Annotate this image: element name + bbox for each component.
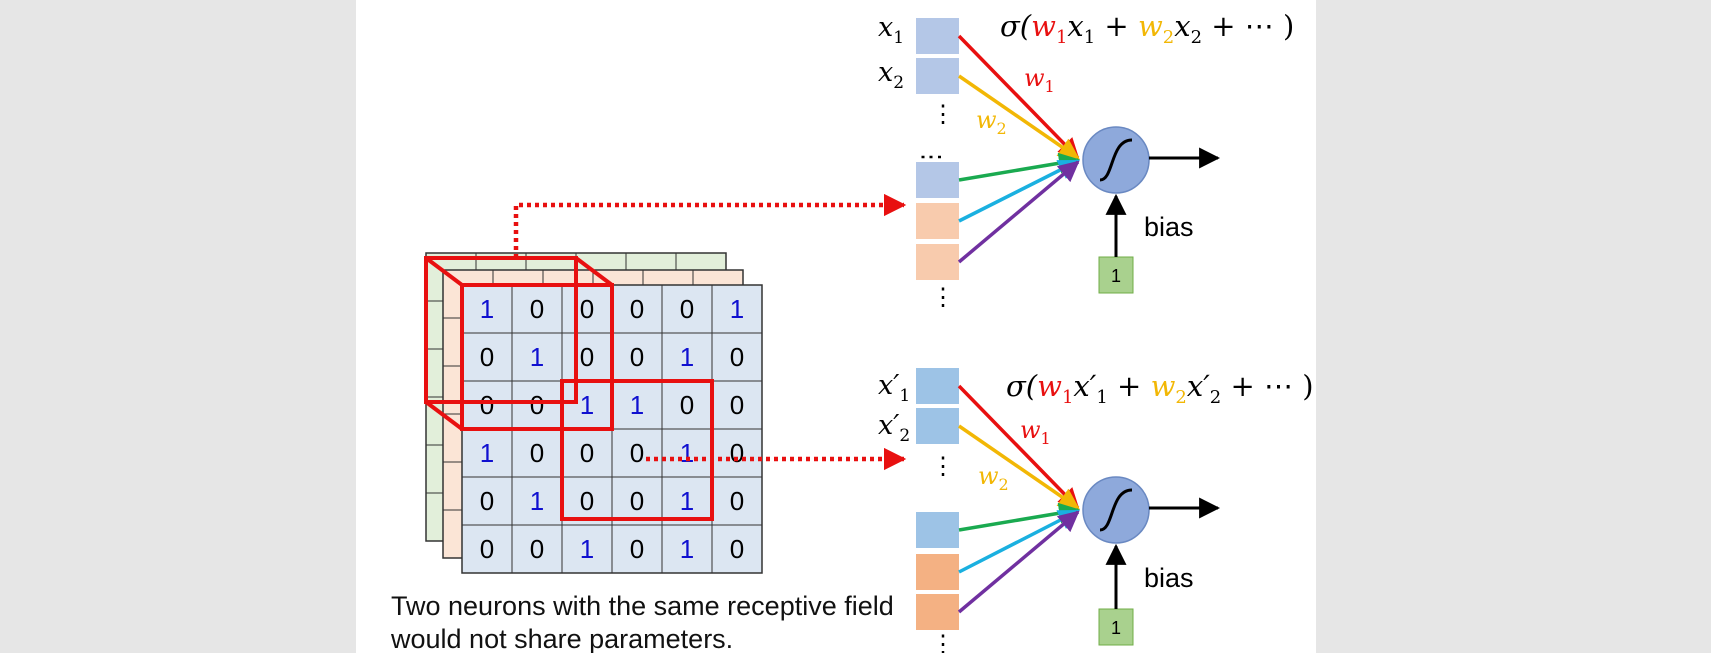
image-grid: 1 0 0 0 0 1 0 1 0 0 1 0 0 0 1 1 0 0 1 0 0 0 1 0 0 1 0 0 1 0 0 0 1 0 1 0 xyxy=(461,284,763,574)
grid-cell-value: 1 xyxy=(580,390,594,420)
grid-cell-value: 0 xyxy=(630,438,644,468)
grid-cell-value: 0 xyxy=(530,438,544,468)
weight-label-w1: w1 xyxy=(1020,416,1051,448)
grid-cell-value: 0 xyxy=(530,390,544,420)
input-box-4 xyxy=(916,554,959,590)
grid-cell-value: 0 xyxy=(730,342,744,372)
grid-cell-value: 0 xyxy=(580,486,594,516)
neuron-bottom xyxy=(1082,476,1150,544)
grid-cell-value: 0 xyxy=(680,390,694,420)
sigmoid-icon xyxy=(1099,138,1133,182)
receptive-field-diagram: x1 x2 ⋮ ⋮ ⋮ w1 w2 1 bias σ(w1x1 + w2x2 +… xyxy=(424,9,1314,653)
input-box-1 xyxy=(916,18,959,54)
ellipsis-dots: ⋮ xyxy=(931,101,955,128)
input-box-1 xyxy=(916,368,959,404)
weight-label-w2: w2 xyxy=(978,462,1009,494)
grid-cell-value: 0 xyxy=(630,342,644,372)
grid-cell-value: 0 xyxy=(730,390,744,420)
ellipsis-dots-lower: ⋮ xyxy=(931,284,955,311)
grid-cell-value: 0 xyxy=(730,486,744,516)
receptive-field-top xyxy=(424,256,614,431)
weight-label-w2: w2 xyxy=(976,106,1007,138)
input-box-5 xyxy=(916,244,959,280)
weight-line-1 xyxy=(957,384,1080,510)
grid-cell-value: 0 xyxy=(480,342,494,372)
ellipsis-dots: ⋮ xyxy=(931,453,955,480)
grid-cell-value: 1 xyxy=(630,390,644,420)
input-label-x1-prime: x′1 xyxy=(878,370,910,406)
grid-cell-value: 0 xyxy=(630,486,644,516)
grid-cell-value: 0 xyxy=(580,342,594,372)
input-label-x2-prime: x′2 xyxy=(878,410,910,446)
grid-cell-value: 1 xyxy=(680,342,694,372)
input-box-3 xyxy=(916,512,959,548)
ellipsis-dots-lower: ⋮ xyxy=(931,631,955,653)
input-box-5 xyxy=(916,594,959,630)
input-box-3 xyxy=(916,162,959,198)
sigmoid-icon xyxy=(1099,488,1133,532)
grid-cell-value: 1 xyxy=(480,438,494,468)
caption: Two neurons with the same receptive fiel… xyxy=(391,591,894,653)
bias-label: bias xyxy=(1144,212,1194,242)
neuron-formula: σ(w1x1 + w2x2 + ⋯ ) xyxy=(1000,9,1294,48)
weight-line-2 xyxy=(958,74,1080,160)
weight-line-5 xyxy=(957,510,1080,614)
grid-cell-value: 0 xyxy=(630,294,644,324)
grid-cell-value: 1 xyxy=(480,294,494,324)
grid-cell-value: 0 xyxy=(680,294,694,324)
weight-line-1 xyxy=(957,34,1080,160)
neuron-bottom-group: x′1 x′2 ⋮ ⋮ w1 w2 1 bias σ(w1x′1 + w2x′2… xyxy=(878,368,1314,653)
weight-label-w1: w1 xyxy=(1024,64,1055,96)
grid-cell-value: 0 xyxy=(580,294,594,324)
grid-cell-value: 0 xyxy=(480,534,494,564)
neuron-top-group: x1 x2 ⋮ ⋮ ⋮ w1 w2 1 bias σ(w1x1 + w2x2 +… xyxy=(878,9,1294,311)
grid-cell-value: 0 xyxy=(530,534,544,564)
bias-input-value: 1 xyxy=(1111,266,1121,286)
weight-line-2 xyxy=(958,424,1080,510)
slide: x1 x2 ⋮ ⋮ ⋮ w1 w2 1 bias σ(w1x1 + w2x2 +… xyxy=(356,0,1316,653)
receptive-field-bottom xyxy=(560,379,714,521)
grid-cell-value: 1 xyxy=(680,486,694,516)
grid-cell-value: 0 xyxy=(730,438,744,468)
bias-input-value: 1 xyxy=(1111,618,1121,638)
grid-cell-value: 1 xyxy=(580,534,594,564)
neuron-top xyxy=(1082,126,1150,194)
dotted-arrow-top xyxy=(513,193,907,258)
grid-cell-value: 1 xyxy=(530,486,544,516)
neuron-formula: σ(w1x′1 + w2x′2 + ⋯ ) xyxy=(1006,369,1314,408)
grid-cell-value: 1 xyxy=(680,438,694,468)
input-box-4 xyxy=(916,203,959,239)
grid-cell xyxy=(711,524,763,574)
input-label-x1: x1 xyxy=(878,12,904,48)
grid-cell-value: 0 xyxy=(730,534,744,564)
grid-cell-value: 0 xyxy=(480,486,494,516)
input-box-2 xyxy=(916,58,959,94)
grid-cell-value: 0 xyxy=(580,438,594,468)
input-label-x2: x2 xyxy=(878,57,904,93)
grid-cell-value: 1 xyxy=(730,294,744,324)
weight-line-5 xyxy=(957,160,1080,264)
grid-cell-value: 0 xyxy=(630,534,644,564)
grid-cell-value: 1 xyxy=(530,342,544,372)
grid-cell-value: 0 xyxy=(530,294,544,324)
grid-cell-value: 1 xyxy=(680,534,694,564)
grid-cell-value: 0 xyxy=(480,390,494,420)
input-box-2 xyxy=(916,408,959,444)
bias-label: bias xyxy=(1144,563,1194,593)
